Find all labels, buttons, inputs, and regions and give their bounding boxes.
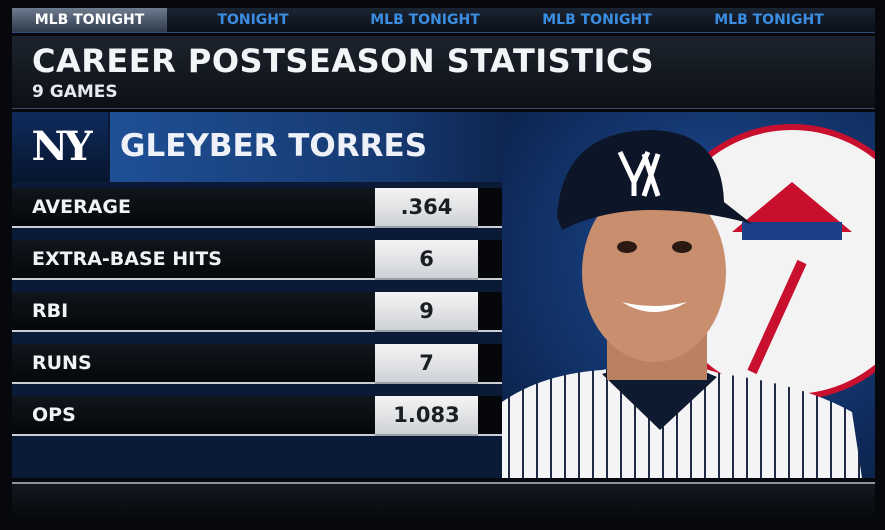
face (582, 182, 726, 362)
stat-row: EXTRA-BASE HITS 6 (12, 240, 502, 280)
stat-value: 9 (419, 299, 434, 323)
title-box: CAREER POSTSEASON STATISTICS 9 GAMES (12, 36, 875, 109)
stat-label: RUNS (32, 352, 92, 374)
ticker-item: MLB TONIGHT (370, 12, 480, 28)
name-box: GLEYBER TORRES (110, 112, 502, 182)
eye (672, 241, 692, 253)
stat-label-cell: AVERAGE (12, 188, 375, 228)
stat-label: RBI (32, 300, 69, 322)
stat-value: .364 (400, 195, 453, 219)
stat-label-cell: RBI (12, 292, 375, 332)
ticker-item: MLB TONIGHT (855, 8, 875, 32)
stat-label: OPS (32, 404, 76, 426)
stat-label-cell: EXTRA-BASE HITS (12, 240, 375, 280)
ticker-item: MLB TONIGHT (12, 8, 167, 32)
stat-value: 1.083 (393, 403, 460, 427)
stat-row: AVERAGE .364 (12, 188, 502, 228)
logo-box: NY (12, 112, 108, 182)
stats-panel: NY GLEYBER TORRES AVERAGE .364 EXTRA-BASE … (12, 112, 502, 478)
ticker-item: TONIGHT (217, 12, 289, 28)
cap-logo (617, 150, 661, 197)
ticker-bar: MLB TONIGHT TONIGHT MLB TONIGHT MLB TONIGHT… (12, 8, 875, 33)
row-end (478, 396, 502, 436)
subtitle: 9 GAMES (32, 82, 118, 102)
team-logo: NY (31, 123, 92, 170)
stat-value-cell: 6 (375, 240, 478, 280)
stat-value-cell: 7 (375, 344, 478, 384)
stat-row: OPS 1.083 (12, 396, 502, 436)
row-end (478, 344, 502, 384)
emblem-bat (747, 259, 807, 375)
smile (622, 302, 687, 312)
stat-label: EXTRA-BASE HITS (32, 248, 222, 270)
ticker-item: MLB TONIGHT (714, 12, 824, 28)
row-end (478, 292, 502, 332)
player-name: GLEYBER TORRES (120, 128, 428, 164)
jersey (502, 362, 862, 478)
stat-row: RBI 9 (12, 292, 502, 332)
player-photo (502, 112, 875, 478)
eye (617, 241, 637, 253)
title: CAREER POSTSEASON STATISTICS (32, 42, 655, 80)
stat-value-cell: .364 (375, 188, 478, 228)
row-end (478, 188, 502, 228)
stat-label: AVERAGE (32, 196, 132, 218)
emblem-band (742, 222, 842, 240)
stat-row: RUNS 7 (12, 344, 502, 384)
bottom-bar (12, 482, 875, 522)
emblem-hat (732, 182, 852, 232)
row-end (478, 240, 502, 280)
stat-label-cell: RUNS (12, 344, 375, 384)
stat-value: 7 (419, 351, 434, 375)
stat-value-cell: 1.083 (375, 396, 478, 436)
stat-value: 6 (419, 247, 434, 271)
stat-value-cell: 9 (375, 292, 478, 332)
ticker-item: MLB TONIGHT (542, 12, 652, 28)
stat-label-cell: OPS (12, 396, 375, 436)
